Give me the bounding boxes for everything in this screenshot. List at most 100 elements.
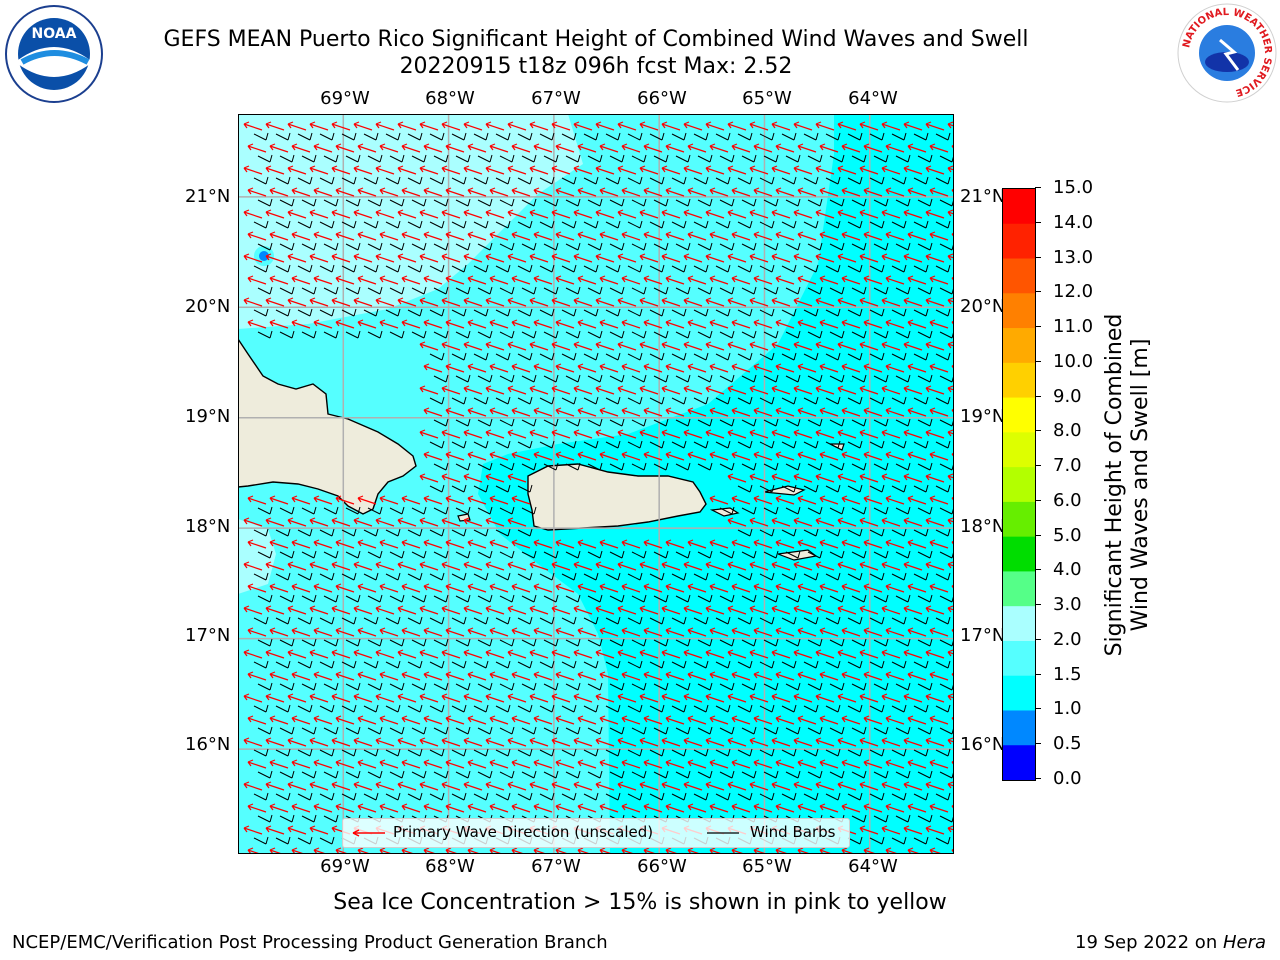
wind-barb: [345, 198, 361, 207]
wave-direction-arrow: [885, 407, 905, 417]
wind-barb: [323, 198, 339, 207]
wave-direction-arrow: [661, 341, 681, 351]
wind-barb: [323, 726, 339, 735]
wave-direction-arrow: [511, 671, 531, 681]
wind-barb: [627, 572, 643, 581]
wind-barb: [891, 528, 907, 537]
wind-barb: [517, 528, 533, 537]
wave-direction-arrow: [555, 627, 575, 637]
wave-direction-arrow: [445, 143, 465, 153]
colorbar-tick-mark: [1035, 430, 1041, 432]
wave-direction-arrow: [595, 341, 615, 351]
wind-barb: [367, 286, 383, 295]
wave-direction-arrow: [489, 231, 509, 241]
wave-direction-arrow: [687, 539, 707, 549]
wave-direction-arrow: [907, 363, 927, 373]
wave-direction-arrow: [489, 187, 509, 197]
wind-barb: [913, 748, 929, 757]
wave-direction-arrow: [687, 319, 707, 329]
wind-barb: [389, 726, 405, 735]
wave-direction-arrow: [423, 583, 443, 593]
wind-barb: [543, 594, 559, 603]
wave-height-map: [238, 114, 954, 854]
wind-barb: [451, 616, 467, 625]
wave-direction-arrow: [463, 429, 483, 439]
wind-barb: [869, 176, 885, 185]
wind-barb: [433, 154, 449, 163]
wind-barb: [719, 198, 735, 207]
wave-direction-arrow: [269, 539, 289, 549]
wave-direction-arrow: [511, 407, 531, 417]
wind-barb: [873, 286, 889, 295]
wind-barb: [495, 264, 511, 273]
wave-direction-arrow: [441, 429, 461, 439]
wind-barb: [653, 418, 669, 427]
wave-direction-arrow: [379, 143, 399, 153]
wave-direction-arrow: [247, 627, 267, 637]
wave-direction-arrow: [771, 649, 791, 659]
wave-direction-arrow: [617, 165, 637, 175]
wind-barb: [609, 418, 625, 427]
wave-direction-arrow: [397, 297, 417, 307]
wave-direction-arrow: [687, 759, 707, 769]
wave-direction-arrow: [885, 319, 905, 329]
wave-direction-arrow: [687, 583, 707, 593]
colorbar-swatch: [1003, 362, 1035, 399]
wave-direction-arrow: [577, 583, 597, 593]
wave-direction-arrow: [797, 143, 817, 153]
wind-barb: [429, 308, 445, 317]
wave-direction-arrow: [683, 341, 703, 351]
wind-barb: [825, 572, 841, 581]
wave-direction-arrow: [947, 209, 954, 217]
wave-direction-arrow: [709, 407, 729, 417]
wind-barb: [781, 528, 797, 537]
wave-direction-arrow: [287, 737, 307, 747]
wave-direction-arrow: [661, 385, 681, 395]
wind-barb: [803, 748, 819, 757]
wave-direction-arrow: [357, 187, 377, 197]
wave-direction-arrow: [837, 517, 857, 527]
wind-barb: [829, 462, 845, 471]
wave-direction-arrow: [727, 561, 747, 571]
wind-barb: [499, 242, 515, 251]
wave-direction-arrow: [423, 231, 443, 241]
wind-barb: [825, 616, 841, 625]
wave-direction-arrow: [291, 627, 311, 637]
wave-direction-arrow: [731, 363, 751, 373]
wave-direction-arrow: [529, 121, 549, 131]
wave-direction-arrow: [617, 737, 637, 747]
wind-barb: [741, 330, 757, 339]
wind-barb: [477, 286, 493, 295]
colorbar-tick-mark: [1035, 569, 1041, 571]
wind-barb: [341, 616, 357, 625]
wind-barb: [737, 132, 753, 141]
wind-barb: [873, 638, 889, 647]
wind-barb: [521, 374, 537, 383]
wave-direction-arrow: [775, 275, 795, 285]
wind-barb: [649, 572, 665, 581]
colorbar-swatch: [1003, 397, 1035, 433]
wave-direction-arrow: [731, 583, 751, 593]
wind-barb: [345, 594, 361, 603]
wave-direction-arrow: [753, 583, 773, 593]
wind-barb: [781, 440, 797, 449]
wave-direction-arrow: [903, 517, 923, 527]
wind-barb: [323, 506, 339, 515]
wind-barb: [873, 506, 889, 515]
wind-barb: [627, 220, 643, 229]
wind-barb: [455, 638, 471, 647]
wave-direction-arrow: [331, 649, 351, 659]
wave-direction-arrow: [727, 209, 747, 219]
wave-direction-arrow: [925, 781, 945, 791]
wind-barb: [851, 418, 867, 427]
wave-direction-arrow: [441, 253, 461, 263]
wind-barb: [297, 264, 313, 273]
wave-direction-arrow: [397, 693, 417, 703]
wind-barb: [627, 396, 643, 405]
wave-direction-arrow: [661, 165, 681, 175]
wind-barb: [715, 572, 731, 581]
wind-barb: [807, 374, 823, 383]
wind-barb: [785, 242, 801, 251]
wind-barb: [389, 242, 405, 251]
wave-direction-arrow: [661, 121, 681, 131]
